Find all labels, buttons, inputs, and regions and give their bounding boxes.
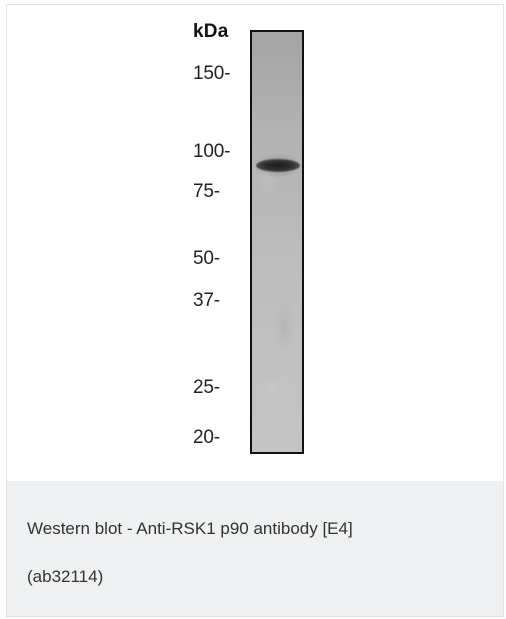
image-caption: Western blot - Anti-RSK1 p90 antibody [E… [7, 481, 503, 616]
product-image-card: kDa 150- 100- 75- 50- 37- 25- 20- Wester… [6, 4, 504, 617]
western-blot-image[interactable]: kDa 150- 100- 75- 50- 37- 25- 20- [7, 5, 503, 481]
kda-unit-label: kDa [193, 21, 229, 42]
lane-background [252, 32, 302, 452]
marker-label: 100- [193, 141, 231, 162]
marker-label: 20- [193, 427, 220, 448]
marker-label: 25- [193, 377, 220, 398]
caption-title: Western blot - Anti-RSK1 p90 antibody [E… [27, 519, 353, 538]
marker-label: 50- [193, 248, 220, 269]
marker-label: 75- [193, 181, 220, 202]
marker-label: 37- [193, 290, 220, 311]
protein-band [256, 159, 300, 172]
caption-catalog-number: (ab32114) [27, 567, 104, 586]
marker-label: 150- [193, 63, 231, 84]
blot-lane [250, 30, 304, 454]
